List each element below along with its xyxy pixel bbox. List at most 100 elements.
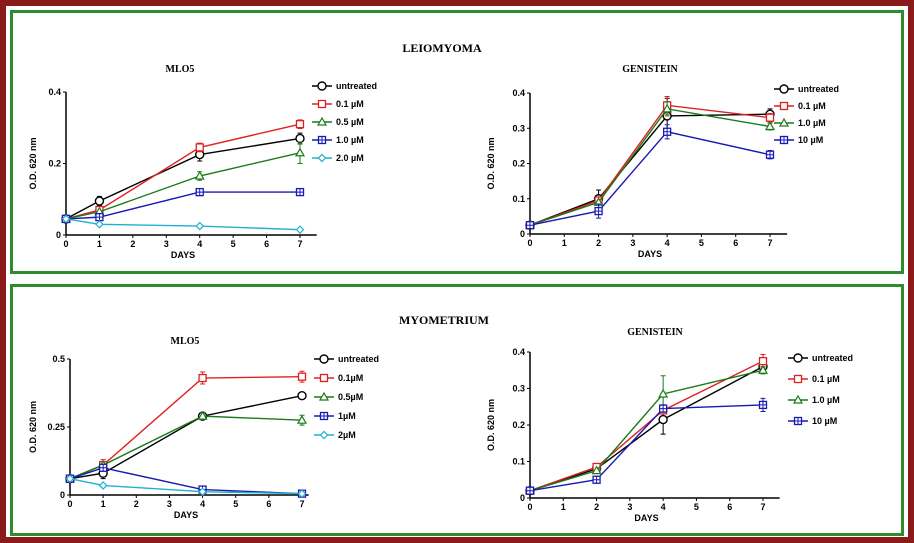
legend-label: 0.5 µM [336,117,364,127]
y-tick-label: 0 [56,230,61,240]
y-tick-label: 0.2 [512,159,525,169]
legend-entry: 0.1 µM [312,99,364,109]
series-line [65,123,301,220]
legend-entry: 0.1 µM [774,101,826,111]
legend-label: untreated [338,354,379,364]
data-point-cross [663,128,671,136]
series-3 [524,101,776,229]
data-point [658,388,669,398]
y-tick-label: 0.1 [512,194,525,204]
data-point [297,489,307,498]
x-tick-label: 0 [527,238,532,248]
legend-entry: 1µM [314,411,356,421]
legend-label: 1µM [338,411,356,421]
series-line [65,191,300,220]
data-point [195,221,205,231]
legend-label: 0.1 µM [812,374,840,384]
legend-marker-cross [320,412,328,420]
legend-marker-cross [794,417,802,425]
legend-marker [319,430,329,440]
series-line [529,113,771,226]
x-tick-label: 7 [299,499,304,509]
data-point [195,143,204,152]
legend-entry: 10 µM [774,135,823,145]
series-line [65,137,301,220]
data-point [198,487,207,497]
legend-entry: 0.5 µM [312,116,364,127]
legend-marker [793,353,803,363]
legend-marker [319,373,329,383]
series-line [529,360,764,492]
legend-entry: 0.5µM [314,391,363,402]
x-tick-label: 1 [97,239,102,249]
y-tick-label: 0.25 [47,422,65,432]
leiomyoma-panel-title: LEIOMYOMA [402,41,482,55]
legend-entry: 0.1µM [314,373,363,383]
legend-marker-cross [318,136,326,144]
chart-title: GENISTEIN [622,64,678,75]
x-tick-label: 7 [767,238,772,248]
legend-marker [318,391,330,401]
legend-label: 2.0 µM [336,153,364,163]
x-tick-label: 6 [264,239,269,249]
chart-4: GENISTEIN 0 1 2 3 4 5 6 7 0 0.1 0.2 0.3 0.4 DAYS O.D. 6… [486,327,853,523]
myometrium-panel [10,284,904,536]
data-point-cross [296,188,304,196]
series-line [529,365,764,492]
x-tick-label: 5 [699,238,704,248]
legend-label: untreated [812,353,853,363]
series-line [529,104,771,226]
x-axis-label: DAYS [174,510,198,520]
x-tick-label: 5 [231,239,236,249]
series-line [69,467,303,495]
x-tick-label: 2 [596,238,601,248]
legend-label: 1.0 µM [812,395,840,405]
data-point [194,170,205,180]
y-tick-label: 0.5 [52,354,65,364]
x-tick-label: 7 [760,502,765,512]
x-tick-label: 0 [67,499,72,509]
data-point-cross [196,188,204,196]
y-axis-label: O.D. 620 nm [28,401,38,453]
series-4 [65,463,307,498]
series-1 [525,361,768,496]
data-point [294,147,306,157]
legend-label: 0.1 µM [798,101,826,111]
series-line [529,404,764,492]
x-tick-label: 7 [297,239,302,249]
x-tick-label: 4 [661,502,666,512]
legend-label: 0.1 µM [336,99,364,109]
series-4 [525,124,775,230]
legend-entry: untreated [314,354,379,364]
legend-entry: untreated [774,84,839,94]
legend-marker [792,394,804,404]
chart-3: MLO5 0 1 2 3 4 5 6 7 0 0.25 0.5 DAYS O.D. 620 nm untre… [28,336,379,520]
data-point [764,121,776,131]
series-line [529,131,771,226]
series-1 [525,97,775,230]
data-point-cross [593,476,601,484]
legend-marker [779,101,789,111]
y-tick-label: 0.2 [48,159,61,169]
legend-label: 0.5µM [338,392,363,402]
legend-entry: 2µM [314,430,356,440]
y-axis-label: O.D. 620 nm [28,137,38,189]
series-line [65,152,301,220]
y-axis-label: O.D. 620 nm [486,399,496,451]
chart-title: MLO5 [171,336,200,347]
legend-marker [779,84,789,94]
legend-label: 1.0 µM [336,135,364,145]
series-line [529,108,771,226]
data-point [758,356,768,366]
legend-marker-cross [780,136,788,144]
data-point [94,196,105,206]
legend-label: 1.0 µM [798,118,826,128]
x-tick-label: 1 [562,238,567,248]
data-point-cross [526,221,534,229]
y-tick-label: 0.4 [512,347,525,357]
data-point-cross [526,487,534,495]
x-tick-label: 2 [134,499,139,509]
legend-entry: 0.1 µM [788,374,840,384]
x-tick-label: 1 [101,499,106,509]
data-point-cross [595,207,603,215]
